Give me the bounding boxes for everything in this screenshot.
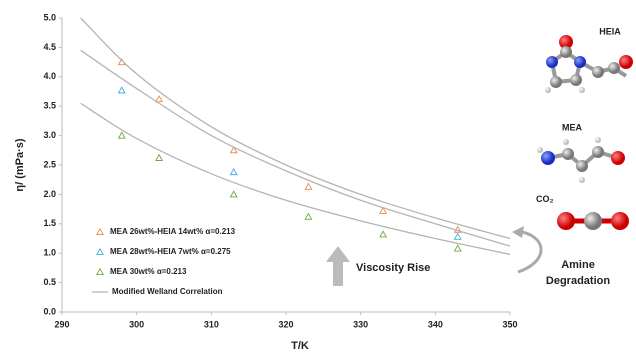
chart: Modified Welland Correlation MEA 30wt% α=… bbox=[0, 0, 636, 358]
data-point bbox=[119, 132, 125, 138]
x-tick-label: 350 bbox=[502, 319, 517, 329]
molecule-label: HEIA bbox=[599, 26, 621, 36]
molecule-label: CO₂ bbox=[536, 194, 554, 204]
annotation: Viscosity Rise bbox=[356, 262, 430, 274]
y-tick-label: 2.5 bbox=[43, 159, 56, 169]
data-point bbox=[156, 155, 162, 161]
y-tick-label: 3.5 bbox=[43, 101, 56, 111]
legend-label: MEA 28wt%-HEIA 7wt% α=0.275 bbox=[110, 247, 231, 256]
legend-marker bbox=[97, 269, 103, 275]
data-point bbox=[231, 169, 237, 175]
legend-marker bbox=[97, 249, 103, 255]
co2-molecule bbox=[557, 212, 629, 230]
y-axis-label: η/ (mPa·s) bbox=[14, 138, 26, 192]
y-tick-label: 0.5 bbox=[43, 277, 56, 287]
y-tick-label: 1.5 bbox=[43, 218, 56, 228]
x-tick-label: 330 bbox=[353, 319, 368, 329]
x-tick-label: 300 bbox=[129, 319, 144, 329]
legend-label: MEA 26wt%-HEIA 14wt% α=0.213 bbox=[110, 227, 236, 236]
legend-label: Modified Welland Correlation bbox=[112, 287, 223, 296]
x-tick-label: 320 bbox=[278, 319, 293, 329]
data-point bbox=[455, 234, 461, 240]
degradation-arrow bbox=[518, 232, 541, 272]
correlation-curve bbox=[81, 50, 510, 246]
degradation-arrow-head bbox=[512, 226, 524, 238]
annotation: Amine bbox=[561, 259, 595, 271]
data-point bbox=[455, 245, 461, 251]
y-tick-label: 5.0 bbox=[43, 12, 56, 22]
y-tick-label: 2.0 bbox=[43, 189, 56, 199]
legend-marker bbox=[97, 229, 103, 235]
legend-label: MEA 30wt% α=0.213 bbox=[110, 267, 187, 276]
data-point bbox=[305, 184, 311, 190]
y-tick-label: 3.0 bbox=[43, 130, 56, 140]
data-point bbox=[231, 191, 237, 197]
data-point bbox=[119, 87, 125, 93]
annotation: Degradation bbox=[546, 275, 610, 287]
molecule-label: CO₂ bbox=[536, 194, 554, 204]
y-tick-label: 0.0 bbox=[43, 306, 56, 316]
data-point bbox=[305, 214, 311, 220]
y-tick-label: 4.0 bbox=[43, 71, 56, 81]
molecule-label: MEA bbox=[562, 122, 583, 132]
mea-molecule bbox=[537, 137, 625, 183]
data-point bbox=[380, 231, 386, 237]
heia-molecule bbox=[545, 35, 633, 93]
viscosity-arrow bbox=[326, 246, 350, 286]
y-tick-label: 4.5 bbox=[43, 42, 56, 52]
correlation-curve bbox=[81, 18, 510, 239]
data-point bbox=[156, 96, 162, 102]
x-tick-label: 340 bbox=[428, 319, 443, 329]
x-axis-label: T/K bbox=[291, 340, 309, 352]
y-tick-label: 1.0 bbox=[43, 248, 56, 258]
x-tick-label: 290 bbox=[54, 319, 69, 329]
x-tick-label: 310 bbox=[204, 319, 219, 329]
